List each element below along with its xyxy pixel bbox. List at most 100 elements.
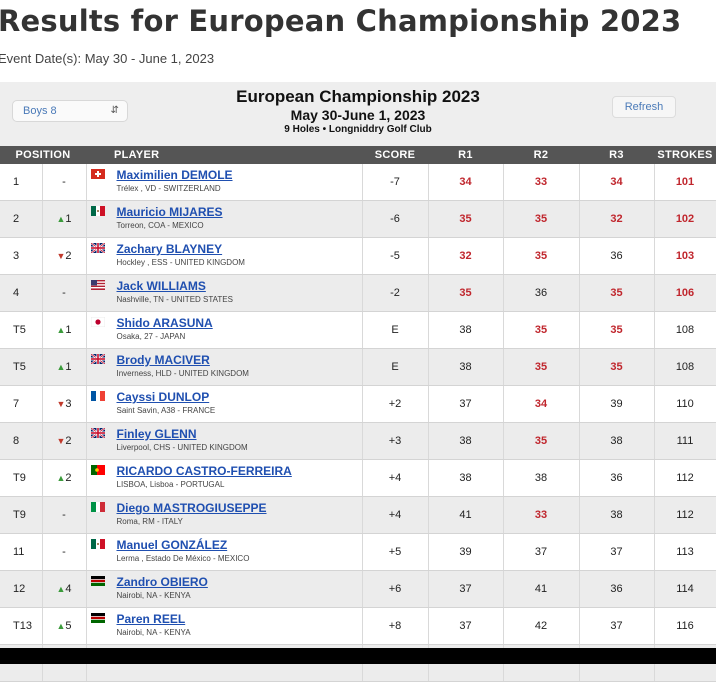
r3-cell: 38 bbox=[579, 496, 655, 534]
player-name-link[interactable]: Zandro OBIERO bbox=[116, 575, 208, 589]
move-up-icon: ▲ bbox=[56, 584, 66, 594]
r1-cell: 35 bbox=[428, 200, 504, 238]
usa-flag-icon bbox=[90, 280, 105, 290]
player-cell: RICARDO CASTRO-FERREIRA LISBOA, Lisboa - … bbox=[86, 459, 363, 497]
table-row[interactable]: 8 ▼2 Finley GLENN Liverpool, CHS - UNITED K… bbox=[0, 422, 716, 460]
position-cell: 1 bbox=[0, 164, 43, 201]
player-location: Liverpool, CHS - UNITED KINGDOM bbox=[116, 443, 248, 452]
r3-cell: 39 bbox=[579, 385, 655, 423]
strokes-cell: 113 bbox=[654, 533, 716, 571]
col-r1[interactable]: R1 bbox=[428, 146, 503, 164]
r3-cell: 36 bbox=[579, 237, 655, 275]
table-row[interactable]: 2 ▲1 Mauricio MIJARES Torreon, COA - MEXICO… bbox=[0, 200, 716, 238]
score-cell: +8 bbox=[362, 607, 429, 645]
col-r3[interactable]: R3 bbox=[579, 146, 654, 164]
player-name-link[interactable]: Maximilien DEMOLE bbox=[116, 168, 233, 182]
position-cell: 4 bbox=[0, 274, 43, 312]
movement-cell: - bbox=[42, 496, 87, 534]
kenya-flag-icon bbox=[90, 576, 105, 586]
player-name-link[interactable]: Zachary BLAYNEY bbox=[116, 242, 223, 256]
player-name-link[interactable]: Cayssi DUNLOP bbox=[116, 390, 210, 404]
player-name-link[interactable]: Paren REEL bbox=[116, 612, 186, 626]
movement-cell: ▼2 bbox=[42, 237, 87, 275]
position-cell: 3 bbox=[0, 237, 43, 275]
position-move: 1 bbox=[65, 213, 72, 225]
r1-cell: 39 bbox=[428, 533, 504, 571]
col-player[interactable]: PLAYER bbox=[86, 146, 362, 164]
player-name-link[interactable]: Finley GLENN bbox=[116, 427, 197, 441]
event-date-range: May 30-June 1, 2023 bbox=[290, 107, 426, 123]
player-name-link[interactable]: Brody MACIVER bbox=[116, 353, 210, 367]
r2-cell: 42 bbox=[503, 607, 580, 645]
strokes-cell: 108 bbox=[654, 311, 716, 349]
table-row[interactable]: 11 - Manuel GONZÁLEZ Lerma , Estado De Méxi… bbox=[0, 533, 716, 571]
col-r2[interactable]: R2 bbox=[503, 146, 579, 164]
strokes-cell: 102 bbox=[654, 200, 716, 238]
col-position[interactable]: POSITION bbox=[0, 146, 86, 164]
col-score[interactable]: SCORE bbox=[362, 146, 428, 164]
table-row[interactable]: T9 - Diego MASTROGIUSEPPE Roma, RM - ITALY +… bbox=[0, 496, 716, 534]
table-row[interactable]: T9 ▲2 RICARDO CASTRO-FERREIRA LISBOA, Lisbo… bbox=[0, 459, 716, 497]
move-up-icon: ▲ bbox=[56, 362, 66, 372]
table-row[interactable]: 1 - Maximilien DEMOLE Trélex , VD - SWITZER… bbox=[0, 164, 716, 201]
player-location: Saint Savin, A38 - FRANCE bbox=[116, 406, 216, 415]
r2-cell: 35 bbox=[503, 348, 580, 386]
switzerland-flag-icon bbox=[90, 169, 105, 179]
movement-cell: ▲2 bbox=[42, 459, 87, 497]
position-move: - bbox=[62, 509, 66, 521]
score-cell: +4 bbox=[362, 496, 429, 534]
refresh-button[interactable]: Refresh bbox=[612, 96, 676, 118]
table-row[interactable]: T5 ▲1 Brody MACIVER Inverness, HLD - UNITED… bbox=[0, 348, 716, 386]
table-row[interactable]: 7 ▼3 Cayssi DUNLOP Saint Savin, A38 - FRANC… bbox=[0, 385, 716, 423]
uk-flag-icon bbox=[90, 243, 105, 253]
r1-cell: 34 bbox=[428, 164, 504, 201]
player-name-link[interactable]: Manuel GONZÁLEZ bbox=[116, 538, 228, 552]
results-table: POSITION PLAYER SCORE R1 R2 R3 STROKES 1… bbox=[0, 146, 716, 682]
score-cell: -6 bbox=[362, 200, 429, 238]
r2-cell: 35 bbox=[503, 237, 580, 275]
table-row[interactable]: T5 ▲1 Shido ARASUNA Osaka, 27 - JAPAN E 38 35 3… bbox=[0, 311, 716, 349]
table-row[interactable]: 4 - Jack WILLIAMS Nashville, TN - UNITED ST… bbox=[0, 274, 716, 312]
r3-cell: 37 bbox=[579, 607, 655, 645]
player-name-link[interactable]: RICARDO CASTRO-FERREIRA bbox=[116, 464, 292, 478]
player-cell: Paren REEL Nairobi, NA - KENYA bbox=[86, 607, 363, 645]
r3-cell: 34 bbox=[579, 164, 655, 201]
player-name-link[interactable]: Jack WILLIAMS bbox=[116, 279, 206, 293]
movement-cell: ▼2 bbox=[42, 422, 87, 460]
player-name-link[interactable]: Diego MASTROGIUSEPPE bbox=[116, 501, 267, 515]
player-cell: Maximilien DEMOLE Trélex , VD - SWITZERLA… bbox=[86, 164, 363, 201]
mexico-flag-icon bbox=[90, 539, 105, 549]
score-cell: -2 bbox=[362, 274, 429, 312]
position-cell: 12 bbox=[0, 570, 43, 608]
italy-flag-icon bbox=[90, 502, 105, 512]
division-select[interactable]: Boys 8 ⇵ bbox=[12, 100, 128, 122]
position-cell: T9 bbox=[0, 459, 43, 497]
player-cell: Zachary BLAYNEY Hockley , ESS - UNITED KI… bbox=[86, 237, 363, 275]
r2-cell: 35 bbox=[503, 311, 580, 349]
player-cell: Shido ARASUNA Osaka, 27 - JAPAN bbox=[86, 311, 363, 349]
strokes-cell: 112 bbox=[654, 496, 716, 534]
move-up-icon: ▲ bbox=[56, 621, 66, 631]
player-location: Trélex , VD - SWITZERLAND bbox=[116, 184, 221, 193]
table-row[interactable]: 3 ▼2 Zachary BLAYNEY Hockley , ESS - UNITED… bbox=[0, 237, 716, 275]
position-cell: T9 bbox=[0, 496, 43, 534]
strokes-cell: 106 bbox=[654, 274, 716, 312]
mexico-flag-icon bbox=[90, 206, 105, 216]
col-strokes[interactable]: STROKES bbox=[654, 146, 716, 164]
table-row[interactable]: 12 ▲4 Zandro OBIERO Nairobi, NA - KENYA +6 37… bbox=[0, 570, 716, 608]
table-row[interactable]: T13 ▲5 Paren REEL Nairobi, NA - KENYA +8 37 42… bbox=[0, 607, 716, 645]
r3-cell: 35 bbox=[579, 274, 655, 312]
move-up-icon: ▲ bbox=[56, 325, 66, 335]
position-cell: 8 bbox=[0, 422, 43, 460]
strokes-cell: 101 bbox=[654, 164, 716, 201]
r1-cell: 37 bbox=[428, 570, 504, 608]
leaderboard-header: Boys 8 ⇵ European Championship 2023 May … bbox=[0, 82, 716, 142]
movement-cell: ▲1 bbox=[42, 311, 87, 349]
uk-flag-icon bbox=[90, 354, 105, 364]
r2-cell: 34 bbox=[503, 385, 580, 423]
player-name-link[interactable]: Shido ARASUNA bbox=[116, 316, 213, 330]
player-name-link[interactable]: Mauricio MIJARES bbox=[116, 205, 223, 219]
r2-cell: 33 bbox=[503, 164, 580, 201]
player-location: Nashville, TN - UNITED STATES bbox=[116, 295, 233, 304]
move-up-icon: ▲ bbox=[56, 214, 66, 224]
